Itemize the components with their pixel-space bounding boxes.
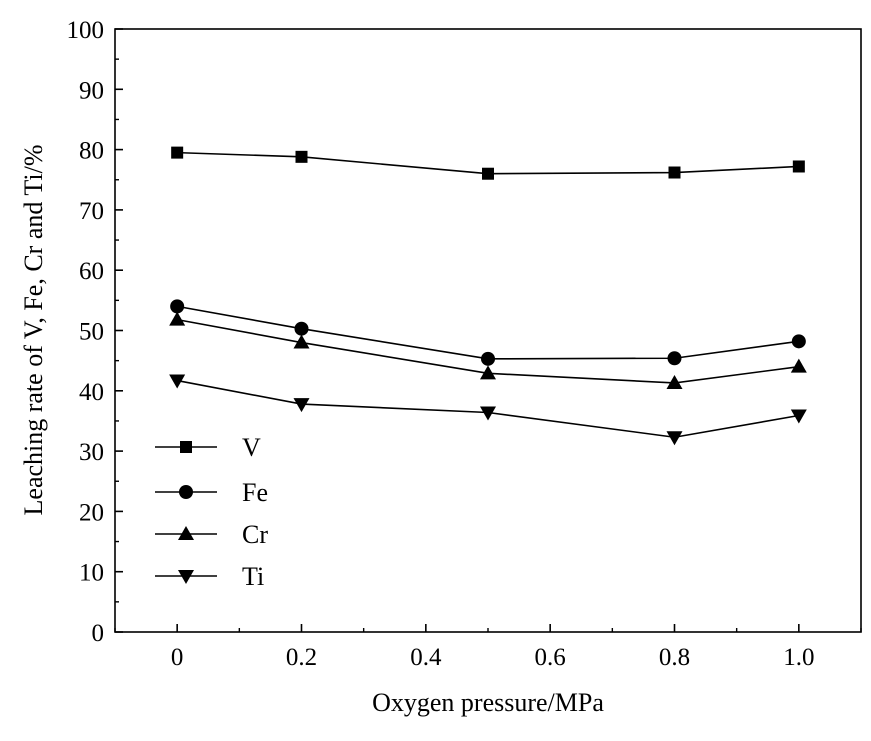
series-cr: [169, 311, 807, 389]
x-tick-label: 0.6: [535, 644, 566, 671]
legend-item-cr: Cr: [155, 520, 268, 549]
y-tick-label: 0: [92, 620, 105, 647]
x-tick-label: 1.0: [783, 644, 814, 671]
y-tick-label: 100: [67, 17, 105, 44]
y-tick-label: 60: [79, 258, 104, 285]
series-layer: [169, 146, 807, 446]
x-tick-label: 0.2: [286, 644, 317, 671]
data-point-v: [171, 146, 184, 159]
y-axis-title: Leaching rate of V, Fe, Cr and Ti/%: [19, 145, 48, 516]
y-tick-label: 80: [79, 138, 104, 165]
x-tick-label: 0.4: [410, 644, 442, 671]
data-point-v: [792, 160, 805, 173]
data-point-v: [295, 150, 308, 163]
legend-label-cr: Cr: [242, 520, 268, 549]
series-line-fe: [177, 305, 799, 360]
data-point-fe: [294, 321, 309, 336]
y-axis: 0 10 20 30 40 50 60 70 80 90 100: [67, 17, 123, 647]
y-tick-label: 90: [79, 77, 104, 104]
y-tick-label: 20: [79, 499, 104, 526]
y-tick-label: 10: [79, 560, 104, 587]
x-tick-label: 0: [171, 644, 184, 671]
data-point-v: [668, 166, 681, 179]
data-point-ti: [169, 374, 186, 389]
legend-label-fe: Fe: [242, 478, 268, 507]
data-point-cr: [169, 311, 186, 326]
plot-frame: [114, 28, 862, 633]
y-tick-label: 70: [79, 198, 104, 225]
data-point-ti: [480, 406, 496, 421]
legend-item-fe: Fe: [155, 478, 268, 507]
series-v: [171, 146, 805, 180]
data-point-fe: [667, 351, 682, 366]
y-tick-label: 40: [79, 379, 104, 406]
data-point-cr: [790, 358, 807, 373]
data-point-v: [482, 167, 494, 180]
legend-item-ti: Ti: [155, 562, 264, 591]
legend-marker-ti: [178, 570, 194, 584]
legend: V Fe Cr Ti: [155, 433, 268, 591]
data-point-cr: [293, 334, 310, 349]
data-point-cr: [480, 365, 496, 380]
data-point-fe: [791, 334, 806, 349]
x-axis: 0 0.2 0.4 0.6 0.8 1.0: [114, 624, 862, 671]
data-point-fe: [481, 351, 495, 366]
legend-marker-v: [180, 441, 192, 453]
legend-marker-cr: [178, 526, 194, 540]
legend-label-v: V: [242, 433, 261, 462]
legend-label-ti: Ti: [242, 562, 264, 591]
x-axis-title: Oxygen pressure/MPa: [372, 688, 604, 717]
y-tick-label: 30: [79, 439, 104, 466]
legend-item-v: V: [155, 433, 261, 462]
series-ti: [169, 374, 807, 446]
legend-marker-fe: [179, 485, 193, 499]
data-point-ti: [790, 409, 807, 424]
data-point-ti: [666, 431, 683, 446]
series-fe: [170, 299, 806, 366]
data-point-cr: [666, 374, 683, 389]
y-tick-label: 50: [79, 319, 104, 346]
x-tick-label: 0.8: [659, 644, 690, 671]
data-point-fe: [170, 299, 185, 314]
data-point-ti: [293, 398, 310, 413]
